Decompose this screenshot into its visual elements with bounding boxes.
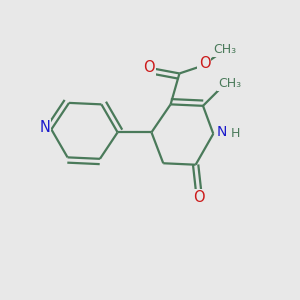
Text: N: N [39, 120, 50, 135]
Text: CH₃: CH₃ [214, 44, 237, 56]
Text: CH₃: CH₃ [218, 77, 241, 90]
Text: O: O [199, 56, 210, 70]
Text: N: N [216, 125, 227, 139]
Text: O: O [144, 60, 155, 75]
Text: O: O [193, 190, 204, 205]
Text: H: H [231, 127, 240, 140]
